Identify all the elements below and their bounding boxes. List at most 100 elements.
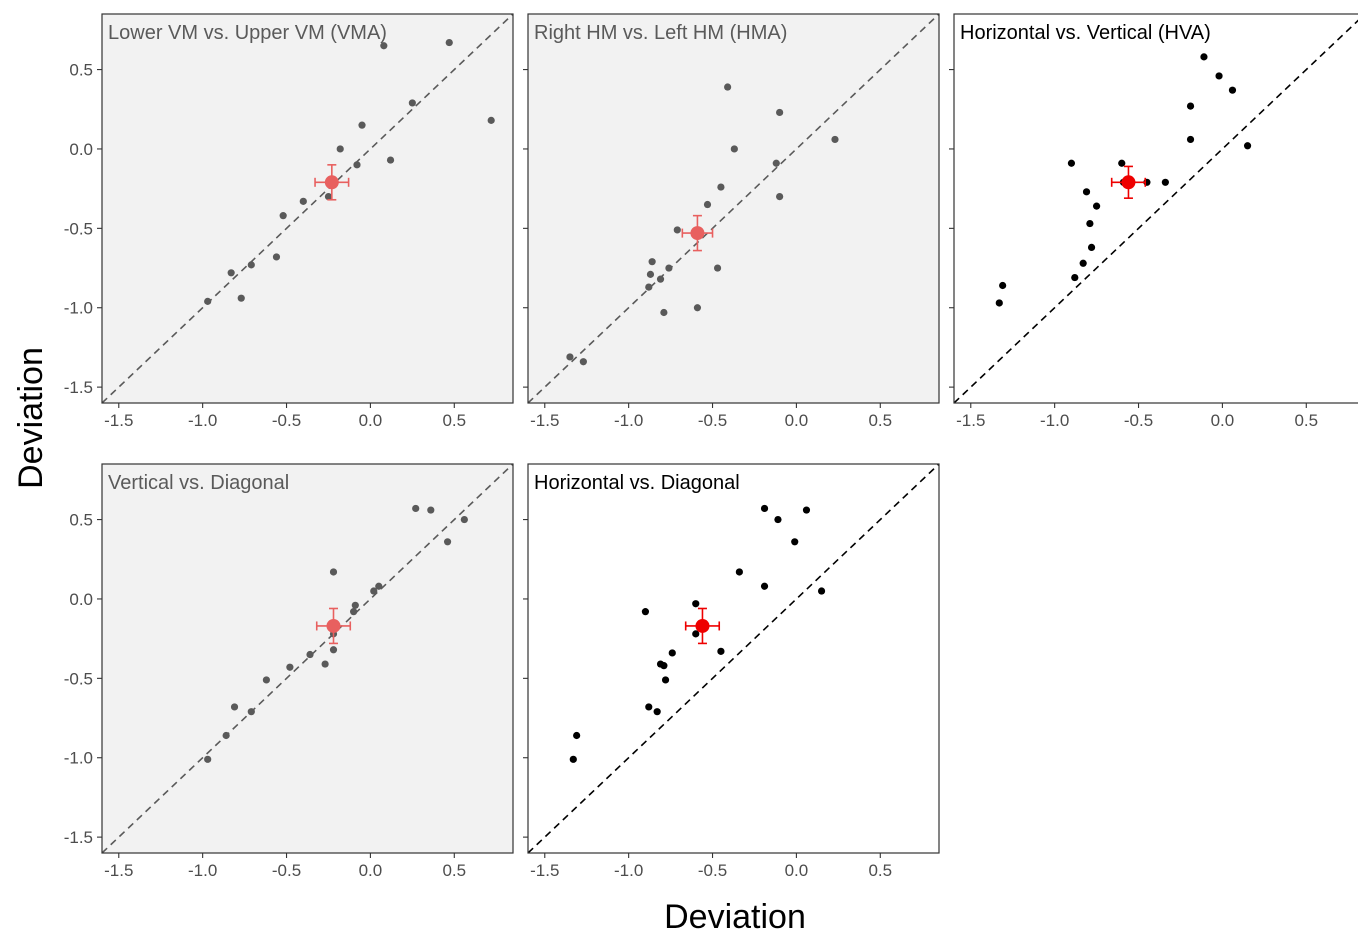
panel-title: Lower VM vs. Upper VM (VMA) [108, 22, 387, 44]
data-point [329, 568, 338, 576]
data-point [321, 660, 329, 668]
x-tick-label: -0.5 [272, 411, 301, 430]
panel-background [954, 14, 1358, 403]
y-tick-label: 0.5 [69, 61, 93, 80]
x-tick-label: -1.5 [530, 861, 559, 880]
data-point [427, 506, 435, 514]
data-point [791, 538, 799, 546]
y-tick-label: 0.0 [69, 140, 93, 159]
panel-3: Horizontal vs. Vertical (HVA) -1.5 -1.0 -0.… [949, 13, 1358, 430]
identity-line [528, 14, 939, 403]
x-tick-label: -1.0 [188, 861, 217, 880]
data-point [735, 568, 743, 576]
data-point [776, 192, 784, 201]
data-point [692, 600, 700, 608]
y-axis-title: Deviation [12, 347, 50, 489]
data-point [1161, 178, 1169, 186]
data-point [641, 608, 650, 616]
y-tick-label: -1.5 [64, 828, 93, 847]
data-point [802, 506, 811, 514]
identity-line [954, 19, 1358, 403]
summary-mean-point [326, 618, 341, 633]
x-tick-label: -1.5 [104, 861, 133, 880]
data-point [661, 676, 670, 684]
data-point [569, 755, 577, 763]
data-point [713, 264, 722, 272]
data-point [272, 253, 281, 261]
panel-border [101, 13, 514, 404]
data-point [831, 135, 839, 144]
panel-2: Right HM vs. Left HM (HMA) -1.5 -1.0 -0.5 0.… [523, 13, 940, 430]
data-point [724, 83, 732, 91]
data-point [817, 587, 826, 595]
data-point [660, 308, 668, 317]
panel-title: Vertical vs. Diagonal [108, 472, 289, 494]
panels: Lower VM vs. Upper VM (VMA) -1.5 -1.0 -0.5 0… [64, 13, 1358, 880]
panel-title: Right HM vs. Left HM (HMA) [534, 22, 787, 44]
data-point [1186, 102, 1195, 110]
data-point [573, 731, 581, 740]
data-point [386, 156, 395, 164]
data-point [227, 269, 235, 277]
data-point [772, 159, 780, 167]
data-point [222, 731, 230, 740]
x-tick-label: 0.0 [785, 861, 809, 880]
panel-border [527, 463, 940, 854]
data-point [262, 676, 270, 684]
data-point [1118, 159, 1126, 167]
data-point [1067, 159, 1076, 167]
data-point [237, 294, 245, 302]
y-tick-label: 0.0 [69, 590, 93, 609]
data-point [1079, 259, 1087, 267]
data-point [665, 264, 673, 272]
x-tick-label: -0.5 [1124, 411, 1153, 430]
x-tick-label: 0.5 [442, 411, 466, 430]
x-tick-label: -0.5 [698, 411, 727, 430]
data-point [445, 38, 453, 47]
data-point [247, 261, 255, 269]
x-tick-label: -1.0 [614, 411, 643, 430]
panel-border [953, 13, 1358, 404]
data-point [645, 703, 653, 711]
panel-title: Horizontal vs. Vertical (HVA) [960, 22, 1211, 44]
identity-line [528, 464, 939, 853]
data-point [692, 630, 700, 638]
data-point [648, 258, 656, 266]
x-tick-label: -1.0 [1040, 411, 1069, 430]
data-point [1215, 72, 1223, 80]
identity-line [102, 464, 513, 853]
x-tick-label: 0.0 [1211, 411, 1235, 430]
x-tick-label: -0.5 [698, 861, 727, 880]
data-point [660, 662, 668, 670]
y-tick-label: 0.5 [69, 511, 93, 530]
panel-border [101, 463, 514, 854]
data-point [656, 275, 665, 283]
data-point [776, 108, 784, 117]
data-point [380, 42, 388, 50]
summary-mean-point [1121, 175, 1136, 190]
data-point [286, 663, 294, 671]
data-point [460, 515, 468, 524]
x-tick-label: -1.5 [104, 411, 133, 430]
x-tick-label: -1.0 [188, 411, 217, 430]
data-point [306, 650, 314, 659]
x-tick-label: 0.5 [868, 411, 892, 430]
data-point [1186, 135, 1195, 144]
data-point [730, 145, 738, 153]
x-tick-label: -0.5 [272, 861, 301, 880]
x-tick-label: -1.5 [530, 411, 559, 430]
data-point [324, 192, 333, 201]
data-point [279, 212, 287, 220]
data-point [358, 121, 366, 129]
panel-4: Vertical vs. Diagonal -1.5 -1.0 -0.5 0.0 0.5 -… [64, 463, 514, 880]
data-point [350, 608, 358, 616]
y-tick-label: -1.5 [64, 378, 93, 397]
data-point [703, 200, 712, 209]
data-point [760, 504, 769, 513]
data-point [693, 304, 702, 312]
data-point [673, 226, 681, 234]
data-point [645, 283, 653, 291]
identity-line [102, 14, 513, 403]
data-point [1228, 86, 1237, 94]
